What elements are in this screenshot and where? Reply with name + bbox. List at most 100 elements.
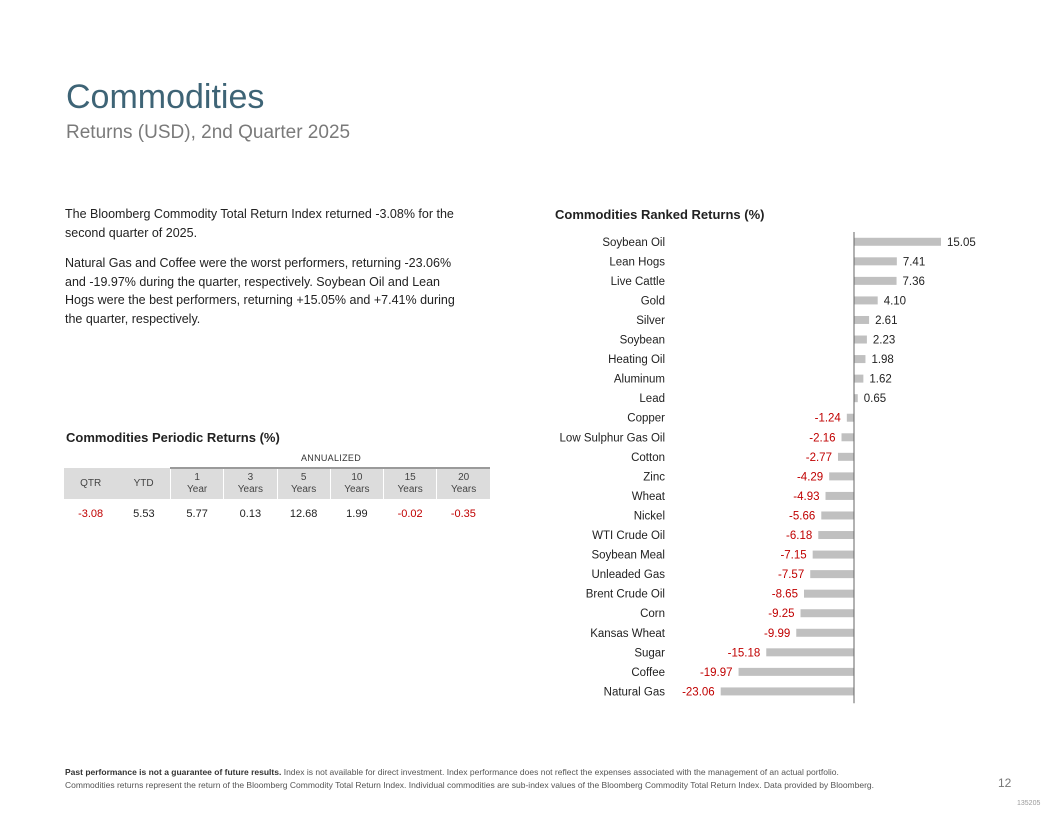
bar [812,550,854,559]
bar [720,687,854,696]
periodic-values-row: -3.08 5.53 5.77 0.13 12.68 1.99 -0.02 -0.35 [64,499,490,520]
category-label: Natural Gas [604,686,666,698]
bar [818,531,854,540]
category-label: Cotton [631,452,665,464]
periodic-header-cell: 3 Years [223,467,277,499]
bar [854,237,941,246]
data-label: -5.66 [789,510,815,522]
periodic-returns-table: QTR YTD 1 Year 3 Years 5 Years 10 Years 15 Years 20 Y… [64,467,490,520]
bar [841,433,854,442]
category-label: Soybean Oil [602,237,665,249]
data-label: -9.99 [764,628,790,640]
periodic-header-cell: 15 Years [382,467,437,499]
category-label: Lean Hogs [609,256,665,268]
data-label: -8.65 [772,589,798,601]
periodic-header-cell: 10 Years [329,467,384,499]
periodic-header-cell: YTD [117,468,171,499]
bar [854,296,878,305]
category-label: Low Sulphur Gas Oil [560,432,665,444]
category-label: Soybean [620,335,665,347]
annualized-label: ANNUALIZED [300,453,361,463]
data-label: 0.65 [864,393,886,405]
footnote: Past performance is not a guarantee of f… [65,766,945,791]
category-label: Aluminum [614,374,665,386]
periodic-value-cell: 5.53 [133,508,155,520]
data-label: -7.15 [780,550,806,562]
chart-title: Commodities Ranked Returns (%) [555,207,765,222]
category-label: Gold [641,295,665,307]
page-subtitle: Returns (USD), 2nd Quarter 2025 [66,122,351,143]
bar [821,511,854,520]
category-label: Live Cattle [611,276,665,288]
footnote-line-2: Commodities returns represent the return… [65,779,875,790]
periodic-value-cell: 12.68 [289,508,318,520]
periodic-value-cell: 5.77 [186,508,208,520]
data-label: -7.57 [778,569,804,581]
periodic-value-cell: -0.02 [397,508,423,520]
category-label: Unleaded Gas [591,569,665,581]
data-label: -19.97 [700,667,733,679]
periodic-header-cell: 1 Year [169,467,224,499]
data-label: -4.29 [797,471,823,483]
periodic-value-cell: -0.35 [450,508,476,520]
periodic-header-row: QTR YTD 1 Year 3 Years 5 Years 10 Years 15 Years 20 Y… [64,467,490,499]
summary-paragraph-1: The Bloomberg Commodity Total Return Ind… [65,207,454,240]
summary-text: The Bloomberg Commodity Total Return Ind… [65,205,455,340]
bar [854,257,897,266]
bar [796,628,854,637]
page-title: Commodities [66,78,265,116]
periodic-header-cell: QTR [64,468,118,499]
category-label: Lead [639,393,665,405]
data-label: -2.77 [806,452,832,464]
category-label: Wheat [632,491,666,503]
data-label: 4.10 [884,295,906,307]
category-label: WTI Crude Oil [592,530,665,542]
footnote-line-1: Index is not available for direct invest… [281,767,839,777]
category-label: Zinc [643,471,665,483]
periodic-returns-title: Commodities Periodic Returns (%) [66,430,280,445]
category-label: Coffee [631,667,665,679]
bar [854,355,866,364]
bar [854,394,858,403]
data-label: -4.93 [793,491,819,503]
bar [854,276,897,285]
category-label: Soybean Meal [591,550,665,562]
periodic-value-cell: -3.08 [78,508,104,520]
bar [854,315,870,324]
document-code: 135205 [1017,800,1041,807]
periodic-value-cell: 1.99 [346,508,368,520]
page-number: 12 [998,776,1012,790]
data-label: 2.61 [875,315,897,327]
data-label: 2.23 [873,335,895,347]
category-label: Corn [640,608,665,620]
data-label: 7.41 [903,256,925,268]
bar [846,413,854,422]
data-label: -2.16 [809,432,835,444]
category-label: Kansas Wheat [590,628,666,640]
data-label: 1.62 [869,374,891,386]
category-label: Brent Crude Oil [586,589,665,601]
bar [829,472,854,481]
category-label: Copper [627,413,665,425]
data-label: -1.24 [815,413,842,425]
bar [738,667,854,676]
category-label: Silver [636,315,665,327]
bar [854,335,867,344]
bar [766,648,854,657]
periodic-value-cell: 0.13 [239,508,262,520]
data-label: 7.36 [903,276,925,288]
bar [800,609,854,618]
footnote-bold: Past performance is not a guarantee of f… [65,767,282,777]
periodic-header-cell: 5 Years [276,467,331,499]
data-label: -6.18 [786,530,812,542]
data-label: -23.06 [682,686,715,698]
bar [854,374,864,383]
bar [803,589,854,598]
bar [825,491,854,500]
bar [837,452,854,461]
data-label: -15.18 [728,647,761,659]
periodic-header-cell: 20 Years [436,467,490,499]
data-label: 15.05 [947,237,976,249]
bar [810,570,854,579]
category-label: Sugar [634,647,665,659]
